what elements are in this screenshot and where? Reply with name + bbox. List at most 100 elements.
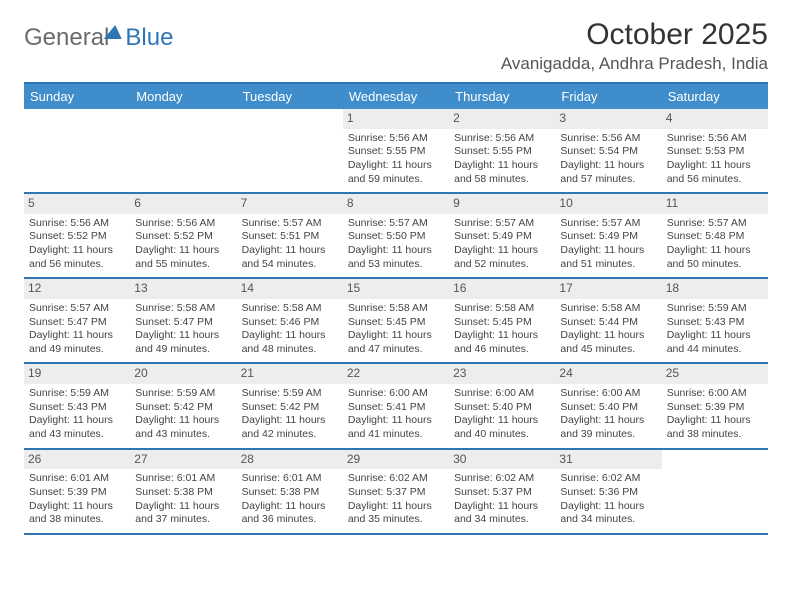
calendar-day-cell: 19Sunrise: 5:59 AMSunset: 5:43 PMDayligh… bbox=[24, 363, 130, 448]
day-details: Sunrise: 5:57 AMSunset: 5:50 PMDaylight:… bbox=[347, 217, 445, 272]
calendar-day-cell bbox=[130, 109, 236, 193]
day-details: Sunrise: 6:01 AMSunset: 5:39 PMDaylight:… bbox=[28, 472, 126, 527]
calendar-day-cell: 21 Sunrise: 5:59 AMSunset: 5:42 PMDayligh… bbox=[237, 363, 343, 448]
day-number: 4 bbox=[662, 109, 768, 129]
day-details: Sunrise: 5:56 AMSunset: 5:54 PMDaylight:… bbox=[559, 132, 657, 187]
day-number: 20 bbox=[130, 364, 236, 384]
calendar-day-cell: 15 Sunrise: 5:58 AMSunset: 5:45 PMDayligh… bbox=[343, 278, 449, 363]
day-number: 31 bbox=[555, 450, 661, 470]
day-details: Sunrise: 5:58 AMSunset: 5:45 PMDaylight:… bbox=[347, 302, 445, 357]
calendar-day-cell bbox=[237, 109, 343, 193]
day-number: 10 bbox=[555, 194, 661, 214]
calendar-day-cell: 24 Sunrise: 6:00 AMSunset: 5:40 PMDayligh… bbox=[555, 363, 661, 448]
day-details: Sunrise: 5:58 AMSunset: 5:44 PMDaylight:… bbox=[559, 302, 657, 357]
calendar-table: SundayMondayTuesdayWednesdayThursdayFrid… bbox=[24, 84, 768, 535]
day-number: 9 bbox=[449, 194, 555, 214]
logo-text-general: General bbox=[24, 24, 109, 52]
day-number: 3 bbox=[555, 109, 661, 129]
day-number: 21 bbox=[237, 364, 343, 384]
day-details: Sunrise: 5:59 AMSunset: 5:42 PMDaylight:… bbox=[134, 387, 232, 442]
day-details: Sunrise: 5:59 AMSunset: 5:42 PMDaylight:… bbox=[241, 387, 339, 442]
day-details: Sunrise: 5:57 AMSunset: 5:49 PMDaylight:… bbox=[453, 217, 551, 272]
calendar-day-cell: 1 Sunrise: 5:56 AMSunset: 5:55 PMDaylight… bbox=[343, 109, 449, 193]
day-number: 2 bbox=[449, 109, 555, 129]
calendar-day-cell: 6 Sunrise: 5:56 AMSunset: 5:52 PMDaylight… bbox=[130, 193, 236, 278]
day-number: 19 bbox=[24, 364, 130, 384]
calendar-day-cell: 5 Sunrise: 5:56 AMSunset: 5:52 PMDaylight… bbox=[24, 193, 130, 278]
day-number: 18 bbox=[662, 279, 768, 299]
calendar-day-cell: 30Sunrise: 6:02 AMSunset: 5:37 PMDayligh… bbox=[449, 449, 555, 534]
day-number: 25 bbox=[662, 364, 768, 384]
day-details: Sunrise: 5:57 AMSunset: 5:48 PMDaylight:… bbox=[666, 217, 764, 272]
day-number: 28 bbox=[237, 450, 343, 470]
weekday-header-row: SundayMondayTuesdayWednesdayThursdayFrid… bbox=[24, 84, 768, 109]
calendar-day-cell: 13Sunrise: 5:58 AMSunset: 5:47 PMDayligh… bbox=[130, 278, 236, 363]
calendar-week-row: 1Sunrise: 5:56 AMSunset: 5:55 PMDaylight… bbox=[24, 109, 768, 193]
day-number: 1 bbox=[343, 109, 449, 129]
calendar-day-cell: 29Sunrise: 6:02 AMSunset: 5:37 PMDayligh… bbox=[343, 449, 449, 534]
calendar-day-cell: 17 Sunrise: 5:58 AMSunset: 5:44 PMDayligh… bbox=[555, 278, 661, 363]
weekday-header: Monday bbox=[130, 84, 236, 109]
day-details: Sunrise: 5:59 AMSunset: 5:43 PMDaylight:… bbox=[666, 302, 764, 357]
calendar-day-cell: 4 Sunrise: 5:56 AMSunset: 5:53 PMDaylight… bbox=[662, 109, 768, 193]
calendar-week-row: 26Sunrise: 6:01 AMSunset: 5:39 PMDayligh… bbox=[24, 449, 768, 534]
day-details: Sunrise: 5:56 AMSunset: 5:55 PMDaylight:… bbox=[453, 132, 551, 187]
calendar-day-cell: 25 Sunrise: 6:00 AMSunset: 5:39 PMDayligh… bbox=[662, 363, 768, 448]
day-details: Sunrise: 5:56 AMSunset: 5:52 PMDaylight:… bbox=[134, 217, 232, 272]
day-number: 11 bbox=[662, 194, 768, 214]
day-number: 16 bbox=[449, 279, 555, 299]
day-details: Sunrise: 5:58 AMSunset: 5:45 PMDaylight:… bbox=[453, 302, 551, 357]
calendar-day-cell: 7Sunrise: 5:57 AMSunset: 5:51 PMDaylight… bbox=[237, 193, 343, 278]
day-details: Sunrise: 5:56 AMSunset: 5:55 PMDaylight:… bbox=[347, 132, 445, 187]
day-number: 29 bbox=[343, 450, 449, 470]
location: Avanigadda, Andhra Pradesh, India bbox=[501, 54, 768, 74]
calendar-day-cell: 11 Sunrise: 5:57 AMSunset: 5:48 PMDayligh… bbox=[662, 193, 768, 278]
day-number: 15 bbox=[343, 279, 449, 299]
day-details: Sunrise: 5:58 AMSunset: 5:47 PMDaylight:… bbox=[134, 302, 232, 357]
weekday-header: Sunday bbox=[24, 84, 130, 109]
day-details: Sunrise: 6:00 AMSunset: 5:41 PMDaylight:… bbox=[347, 387, 445, 442]
calendar-day-cell: 23 Sunrise: 6:00 AMSunset: 5:40 PMDayligh… bbox=[449, 363, 555, 448]
weekday-header: Saturday bbox=[662, 84, 768, 109]
day-number: 23 bbox=[449, 364, 555, 384]
day-details: Sunrise: 6:00 AMSunset: 5:40 PMDaylight:… bbox=[559, 387, 657, 442]
day-details: Sunrise: 5:57 AMSunset: 5:47 PMDaylight:… bbox=[28, 302, 126, 357]
calendar-day-cell: 28Sunrise: 6:01 AMSunset: 5:38 PMDayligh… bbox=[237, 449, 343, 534]
calendar-body: 1Sunrise: 5:56 AMSunset: 5:55 PMDaylight… bbox=[24, 109, 768, 534]
day-number: 6 bbox=[130, 194, 236, 214]
day-details: Sunrise: 6:02 AMSunset: 5:37 PMDaylight:… bbox=[347, 472, 445, 527]
weekday-header: Tuesday bbox=[237, 84, 343, 109]
weekday-header: Wednesday bbox=[343, 84, 449, 109]
calendar-week-row: 12 Sunrise: 5:57 AMSunset: 5:47 PMDayligh… bbox=[24, 278, 768, 363]
day-number: 5 bbox=[24, 194, 130, 214]
calendar-week-row: 5Sunrise: 5:56 AMSunset: 5:52 PMDaylight… bbox=[24, 193, 768, 278]
day-details: Sunrise: 5:56 AMSunset: 5:52 PMDaylight:… bbox=[28, 217, 126, 272]
calendar-day-cell bbox=[662, 449, 768, 534]
day-details: Sunrise: 5:57 AMSunset: 5:49 PMDaylight:… bbox=[559, 217, 657, 272]
day-number: 27 bbox=[130, 450, 236, 470]
calendar-day-cell: 26Sunrise: 6:01 AMSunset: 5:39 PMDayligh… bbox=[24, 449, 130, 534]
day-number: 17 bbox=[555, 279, 661, 299]
day-details: Sunrise: 6:00 AMSunset: 5:39 PMDaylight:… bbox=[666, 387, 764, 442]
calendar-day-cell: 3 Sunrise: 5:56 AMSunset: 5:54 PMDaylight… bbox=[555, 109, 661, 193]
calendar-day-cell: 18 Sunrise: 5:59 AMSunset: 5:43 PMDayligh… bbox=[662, 278, 768, 363]
header: General Blue October 2025 Avanigadda, An… bbox=[24, 18, 768, 74]
day-number: 26 bbox=[24, 450, 130, 470]
day-number: 30 bbox=[449, 450, 555, 470]
calendar-day-cell: 9 Sunrise: 5:57 AMSunset: 5:49 PMDaylight… bbox=[449, 193, 555, 278]
day-details: Sunrise: 6:00 AMSunset: 5:40 PMDaylight:… bbox=[453, 387, 551, 442]
weekday-header: Thursday bbox=[449, 84, 555, 109]
day-details: Sunrise: 5:56 AMSunset: 5:53 PMDaylight:… bbox=[666, 132, 764, 187]
calendar-day-cell: 22 Sunrise: 6:00 AMSunset: 5:41 PMDayligh… bbox=[343, 363, 449, 448]
logo-triangle-icon bbox=[104, 25, 124, 39]
day-number: 24 bbox=[555, 364, 661, 384]
calendar-day-cell: 12 Sunrise: 5:57 AMSunset: 5:47 PMDayligh… bbox=[24, 278, 130, 363]
logo-text-blue: Blue bbox=[125, 24, 173, 52]
day-number: 12 bbox=[24, 279, 130, 299]
weekday-header: Friday bbox=[555, 84, 661, 109]
calendar-week-row: 19Sunrise: 5:59 AMSunset: 5:43 PMDayligh… bbox=[24, 363, 768, 448]
calendar-day-cell: 20 Sunrise: 5:59 AMSunset: 5:42 PMDayligh… bbox=[130, 363, 236, 448]
day-number: 7 bbox=[237, 194, 343, 214]
day-number: 22 bbox=[343, 364, 449, 384]
calendar-day-cell: 8Sunrise: 5:57 AMSunset: 5:50 PMDaylight… bbox=[343, 193, 449, 278]
